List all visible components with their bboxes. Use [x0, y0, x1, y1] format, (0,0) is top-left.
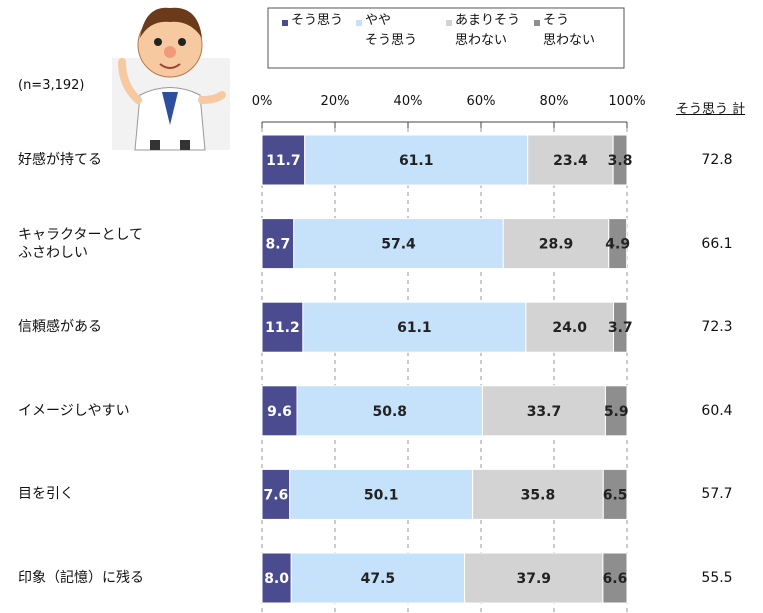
value-label: 8.0 — [264, 571, 289, 587]
total-value: 72.8 — [701, 151, 732, 169]
value-label: 57.4 — [381, 237, 416, 253]
value-label: 50.1 — [364, 487, 399, 503]
total-value: 57.7 — [701, 485, 732, 503]
page: 11.7 61.1 23.4 3.8 8.7 57.4 28.9 4.9 11.2 61.1 24.… — [0, 0, 763, 613]
value-label: 28.9 — [539, 237, 574, 253]
value-label: 8.7 — [265, 237, 290, 253]
legend-swatch — [534, 20, 540, 26]
x-tick-label: 40% — [394, 94, 423, 111]
total-value: 66.1 — [701, 235, 732, 253]
category-label: イメージしやすい — [18, 402, 130, 420]
x-tick-label: 60% — [467, 94, 496, 111]
eye — [178, 38, 186, 46]
value-label: 3.8 — [608, 153, 633, 169]
value-label: 11.7 — [266, 153, 301, 169]
value-label: 24.0 — [552, 320, 587, 336]
value-label: 35.8 — [521, 487, 556, 503]
value-label: 47.5 — [361, 571, 396, 587]
value-label: 6.5 — [603, 487, 628, 503]
value-label: 50.8 — [372, 404, 407, 420]
value-label: 23.4 — [553, 153, 588, 169]
total-value: 60.4 — [701, 402, 732, 420]
category-label: 印象（記憶）に残る — [18, 569, 144, 587]
value-label: 4.9 — [605, 237, 630, 253]
legend-swatch — [446, 20, 452, 26]
eye — [154, 38, 162, 46]
nose — [164, 46, 176, 58]
value-label: 7.6 — [263, 487, 288, 503]
doctor-illustration — [112, 8, 230, 150]
value-label: 9.6 — [267, 404, 292, 420]
chart: 11.7 61.1 23.4 3.8 8.7 57.4 28.9 4.9 11.2 61.1 24.… — [0, 0, 763, 613]
legend-label: そう 思わない — [543, 11, 595, 51]
legend-swatch — [356, 20, 362, 26]
value-label: 61.1 — [399, 153, 434, 169]
category-label: キャラクターとして ふさわしい — [18, 225, 143, 261]
total-value: 72.3 — [701, 318, 732, 336]
x-tick-label: 0% — [252, 94, 273, 111]
value-label: 61.1 — [397, 320, 432, 336]
sample-note: (n=3,192) — [18, 78, 85, 95]
category-label: 信頼感がある — [18, 318, 102, 336]
value-label: 6.6 — [603, 571, 628, 587]
total-value: 55.5 — [701, 569, 732, 587]
legend-label: やや そう思う — [365, 11, 417, 51]
x-tick-label: 80% — [540, 94, 569, 111]
value-label: 33.7 — [527, 404, 562, 420]
x-tick-label: 20% — [321, 94, 350, 111]
value-label: 3.7 — [608, 320, 633, 336]
leg — [150, 140, 160, 150]
legend-label: あまりそう 思わない — [455, 11, 520, 51]
leg — [180, 140, 190, 150]
x-tick-label: 100% — [608, 94, 645, 111]
value-label: 37.9 — [516, 571, 551, 587]
total-header: そう思う 計 — [676, 102, 745, 119]
category-label: 目を引く — [18, 485, 74, 503]
value-label: 5.9 — [604, 404, 629, 420]
legend-swatch — [282, 20, 288, 26]
legend-label: そう思う — [291, 11, 343, 31]
value-label: 11.2 — [265, 320, 300, 336]
category-label: 好感が持てる — [18, 151, 102, 169]
